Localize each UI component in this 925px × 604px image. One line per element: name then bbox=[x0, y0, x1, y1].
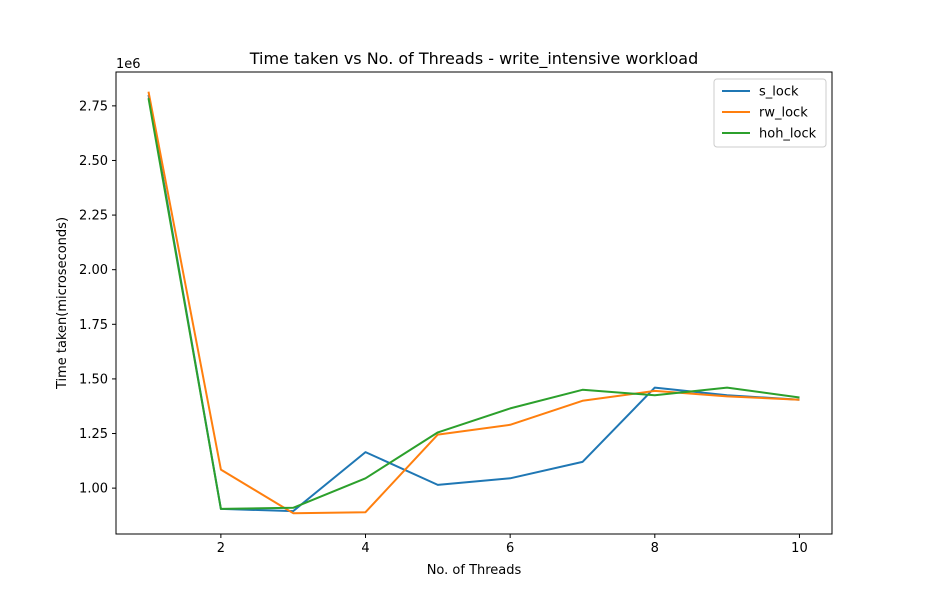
x-axis-label: No. of Threads bbox=[427, 563, 522, 578]
y-tick-label: 1.50 bbox=[79, 372, 108, 387]
legend: s_lock rw_lock hoh_lock bbox=[713, 78, 827, 148]
series-line-s-lock bbox=[147, 94, 800, 513]
y-tick-label: 1.25 bbox=[79, 427, 108, 442]
series-line-rw-lock bbox=[147, 91, 800, 515]
y-tick-label: 1.00 bbox=[79, 482, 108, 497]
chart-title: Time taken vs No. of Threads - write_int… bbox=[249, 49, 699, 69]
legend-box bbox=[713, 78, 827, 148]
x-tick-label: 10 bbox=[791, 541, 808, 556]
y-tick-label: 1.75 bbox=[79, 318, 108, 333]
plot-lines bbox=[147, 91, 800, 515]
x-tick-label: 6 bbox=[506, 541, 514, 556]
axis-ticks: 2 4 6 8 10 1.00 1.25 1.50 1.75 2.00 2.25 2.50 2.75 bbox=[79, 99, 808, 556]
legend-label: rw_lock bbox=[759, 106, 808, 121]
legend-label: hoh_lock bbox=[759, 127, 817, 142]
y-tick-label: 2.00 bbox=[79, 263, 108, 278]
x-tick-label: 8 bbox=[651, 541, 659, 556]
x-tick-label: 4 bbox=[361, 541, 369, 556]
x-tick-label: 2 bbox=[217, 541, 225, 556]
legend-label: s_lock bbox=[759, 85, 799, 100]
y-tick-label: 2.50 bbox=[79, 154, 108, 169]
y-tick-label: 2.25 bbox=[79, 209, 108, 224]
y-axis-label: Time taken(microseconds) bbox=[55, 217, 70, 390]
y-tick-label: 2.75 bbox=[79, 99, 108, 114]
series-line-hoh-lock bbox=[147, 98, 800, 510]
y-offset-label: 1e6 bbox=[116, 57, 141, 72]
plot-frame bbox=[115, 71, 833, 535]
